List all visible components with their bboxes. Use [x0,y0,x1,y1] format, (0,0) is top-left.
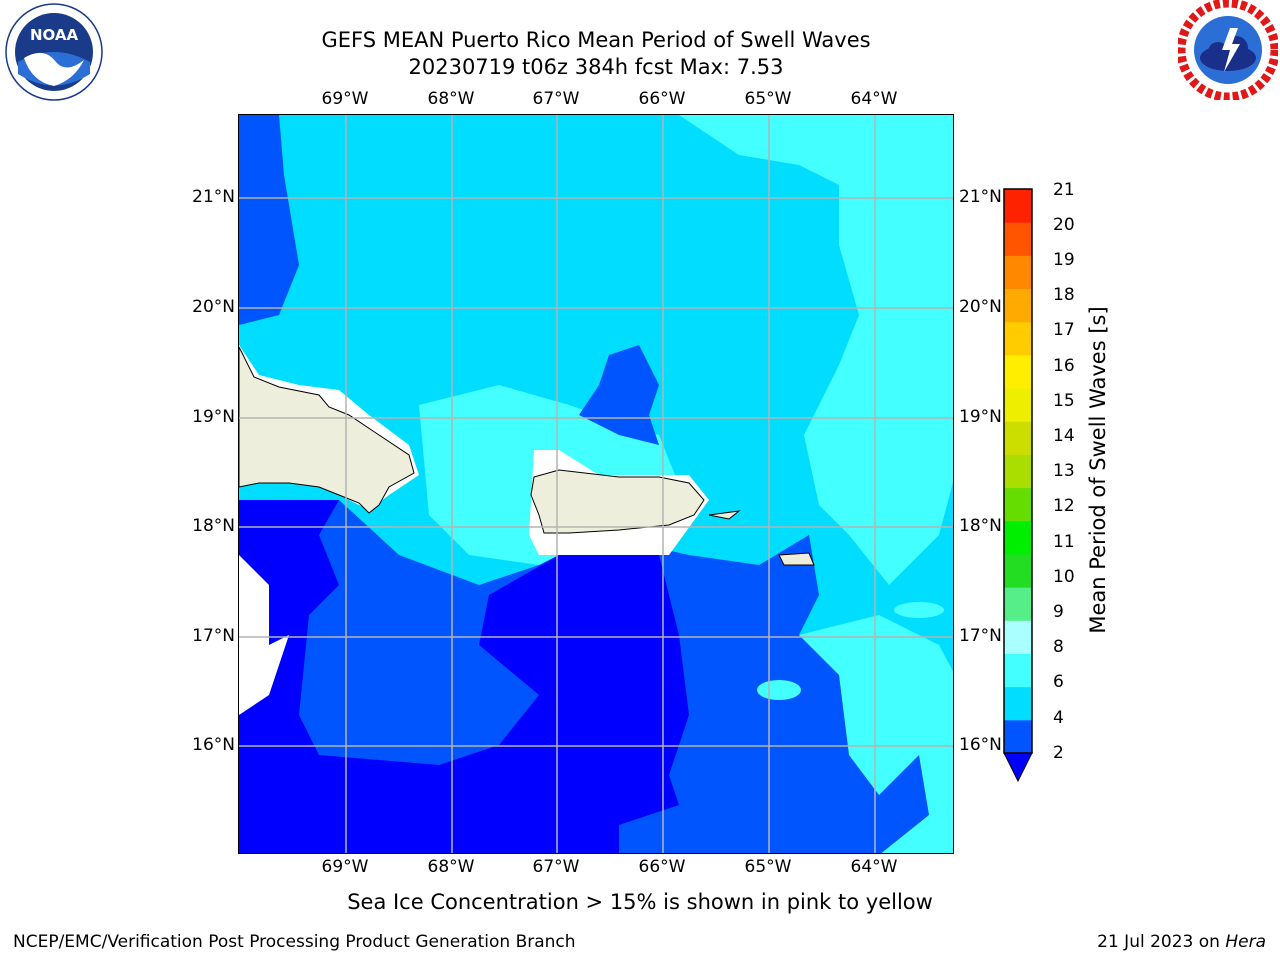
lat-label-left: 16°N [192,735,235,755]
footer-date-text: 21 Jul 2023 on [1097,932,1226,952]
colorbar-band [1004,620,1032,654]
colorbar-band [1004,321,1032,356]
footer-date: 21 Jul 2023 on Hera [1097,932,1266,952]
lon-label-bottom: 68°W [427,857,475,877]
swell-period-map [238,114,954,854]
lon-label-top: 69°W [321,89,369,109]
colorbar-band [1004,553,1032,588]
colorbar-tick: 10 [1053,567,1075,587]
colorbar-tick: 15 [1053,391,1075,411]
lon-label-top: 64°W [850,89,898,109]
colorbar-tick: 18 [1053,285,1075,305]
colorbar-band [1004,520,1032,555]
colorbar-tick: 14 [1053,426,1075,446]
lat-label-right: 17°N [959,626,1002,646]
colorbar-band [1004,487,1032,522]
colorbar-tick: 2 [1053,743,1064,763]
lat-label-left: 21°N [192,187,235,207]
colorbar-band [1004,686,1032,721]
land-virgin-islands [708,510,815,566]
colorbar-band [1004,454,1032,489]
sea-ice-note: Sea Ice Concentration > 15% is shown in … [347,890,933,914]
contour-below-2 [239,500,689,853]
colorbar-tick: 20 [1053,215,1075,235]
contour-6-8-east [679,115,953,585]
lon-label-top: 66°W [638,89,686,109]
contour-6-8-patch [757,680,801,700]
lon-label-bottom: 66°W [638,857,686,877]
colorbar-tick: 19 [1053,250,1075,270]
lat-label-left: 17°N [192,626,235,646]
lon-label-top: 68°W [427,89,475,109]
colorbar-band [1004,222,1032,256]
footer-branch: NCEP/EMC/Verification Post Processing Pr… [13,932,576,952]
land-hispaniola-fill [239,346,415,514]
chart-title: GEFS MEAN Puerto Rico Mean Period of Swe… [321,28,871,52]
contour-6-8-patch [894,602,944,618]
contour-below-2-patch [239,555,289,715]
lon-label-bottom: 65°W [744,857,792,877]
lon-label-bottom: 67°W [532,857,580,877]
lat-label-left: 19°N [192,407,235,427]
colorbar-band [1004,288,1032,323]
colorbar-tick: 16 [1053,356,1075,376]
colorbar-tick: 21 [1053,180,1075,200]
colorbar-band [1004,189,1032,223]
lon-label-bottom: 69°W [321,857,369,877]
lat-label-right: 20°N [959,297,1002,317]
colorbar-band [1004,421,1032,455]
colorbar-tick: 9 [1053,602,1064,622]
chart-subtitle: 20230719 t06z 384h fcst Max: 7.53 [408,55,784,79]
colorbar-band [1004,719,1032,754]
land-puerto-rico [530,469,705,534]
colorbar-tick: 17 [1053,320,1075,340]
lat-label-left: 20°N [192,297,235,317]
colorbar-band [1004,255,1032,290]
colorbar [1003,188,1033,783]
colorbar-tick: 8 [1053,637,1064,657]
colorbar-band [1004,388,1032,422]
lon-label-bottom: 64°W [850,857,898,877]
colorbar-band [1004,354,1032,389]
colorbar-extend-triangle [1003,752,1033,783]
contour-2-4-central [579,345,659,445]
colorbar-tick: 11 [1053,532,1075,552]
colorbar-tick: 4 [1053,708,1064,728]
map-canvas [239,115,953,853]
colorbar-tick: 6 [1053,672,1064,692]
lon-label-top: 65°W [744,89,792,109]
footer-machine: Hera [1225,932,1266,952]
noaa-logo-icon: NOAA [4,2,104,102]
colorbar-tick: 13 [1053,461,1075,481]
colorbar-band [1004,653,1032,688]
colorbar-tick: 12 [1053,496,1075,516]
nws-logo-icon [1176,0,1280,102]
contour-2-4-north [239,115,299,325]
lat-label-right: 16°N [959,735,1002,755]
lat-label-right: 18°N [959,516,1002,536]
colorbar-band [1004,587,1032,621]
noaa-logo-text: NOAA [30,26,79,44]
lat-label-left: 18°N [192,516,235,536]
gridlines [239,115,953,853]
lat-label-right: 19°N [959,407,1002,427]
lat-label-right: 21°N [959,187,1002,207]
lon-label-top: 67°W [532,89,580,109]
colorbar-label: Mean Period of Swell Waves [s] [1086,306,1110,634]
